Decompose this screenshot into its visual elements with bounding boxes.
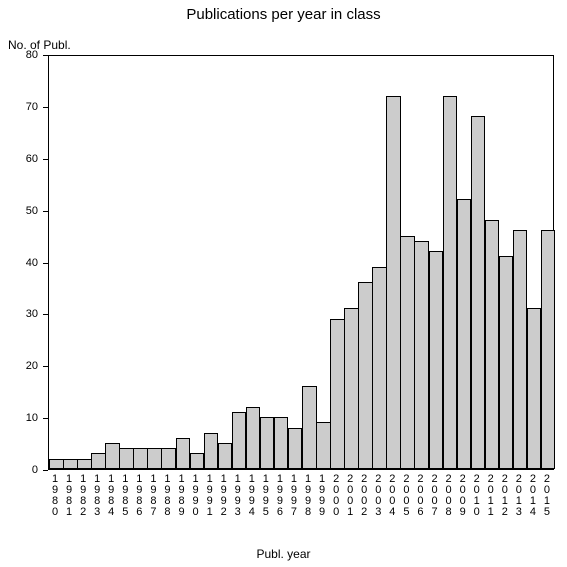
y-tick-mark xyxy=(43,366,48,367)
x-tick-label: 2003 xyxy=(371,474,385,518)
y-tick-mark xyxy=(43,159,48,160)
bar xyxy=(429,251,444,469)
x-tick-label: 1987 xyxy=(146,474,160,518)
x-tick-label: 1991 xyxy=(203,474,217,518)
x-tick-label: 1989 xyxy=(175,474,189,518)
x-tick-label: 1990 xyxy=(189,474,203,518)
y-tick-label: 50 xyxy=(0,205,38,217)
x-tick-label: 1994 xyxy=(245,474,259,518)
bar xyxy=(190,453,205,469)
bar xyxy=(260,417,275,469)
x-tick-label: 2012 xyxy=(498,474,512,518)
bar xyxy=(147,448,162,469)
y-tick-mark xyxy=(43,107,48,108)
bar xyxy=(105,443,120,469)
bar xyxy=(232,412,247,469)
x-tick-label: 2009 xyxy=(456,474,470,518)
bar xyxy=(77,459,92,469)
x-tick-label: 1983 xyxy=(90,474,104,518)
x-tick-label: 2001 xyxy=(343,474,357,518)
bar xyxy=(386,96,401,470)
x-tick-label: 1984 xyxy=(104,474,118,518)
x-tick-label: 1986 xyxy=(132,474,146,518)
bar xyxy=(119,448,134,469)
y-tick-label: 70 xyxy=(0,101,38,113)
x-tick-label: 1992 xyxy=(217,474,231,518)
x-tick-label: 2008 xyxy=(442,474,456,518)
x-tick-label: 2006 xyxy=(413,474,427,518)
bar xyxy=(471,116,486,469)
x-tick-label: 2010 xyxy=(470,474,484,518)
x-tick-label: 2007 xyxy=(428,474,442,518)
y-tick-mark xyxy=(43,55,48,56)
bar xyxy=(91,453,106,469)
y-tick-label: 60 xyxy=(0,153,38,165)
y-tick-label: 40 xyxy=(0,257,38,269)
x-tick-label: 1980 xyxy=(48,474,62,518)
x-tick-label: 1988 xyxy=(160,474,174,518)
y-tick-label: 80 xyxy=(0,49,38,61)
bar xyxy=(133,448,148,469)
bar xyxy=(443,96,458,470)
x-tick-label: 1981 xyxy=(62,474,76,518)
bar xyxy=(358,282,373,469)
x-tick-label: 2002 xyxy=(357,474,371,518)
bar xyxy=(176,438,191,469)
bar xyxy=(372,267,387,469)
x-tick-label: 1999 xyxy=(315,474,329,518)
y-tick-mark xyxy=(43,470,48,471)
x-tick-label: 2004 xyxy=(385,474,399,518)
y-tick-mark xyxy=(43,314,48,315)
bar xyxy=(400,236,415,469)
x-tick-label: 1995 xyxy=(259,474,273,518)
x-tick-label: 2015 xyxy=(540,474,554,518)
bar xyxy=(49,459,64,469)
bar xyxy=(541,230,556,469)
x-tick-label: 2014 xyxy=(526,474,540,518)
bar xyxy=(274,417,289,469)
bar xyxy=(330,319,345,469)
bar xyxy=(513,230,528,469)
x-tick-label: 2005 xyxy=(399,474,413,518)
bar xyxy=(316,422,331,469)
x-tick-label: 2013 xyxy=(512,474,526,518)
bar xyxy=(499,256,514,469)
plot-area xyxy=(48,55,554,470)
x-tick-label: 1997 xyxy=(287,474,301,518)
bar xyxy=(218,443,233,469)
x-tick-label: 2011 xyxy=(484,474,498,518)
y-tick-label: 30 xyxy=(0,308,38,320)
bar xyxy=(485,220,500,469)
bar xyxy=(414,241,429,469)
x-axis-label: Publ. year xyxy=(0,547,567,561)
bar xyxy=(527,308,542,469)
bar xyxy=(204,433,219,469)
bar xyxy=(457,199,472,469)
bar xyxy=(344,308,359,469)
chart-container: Publications per year in class No. of Pu… xyxy=(0,0,567,567)
x-tick-label: 1998 xyxy=(301,474,315,518)
x-tick-label: 1985 xyxy=(118,474,132,518)
bar xyxy=(63,459,78,469)
y-tick-mark xyxy=(43,263,48,264)
y-tick-mark xyxy=(43,211,48,212)
y-tick-label: 0 xyxy=(0,464,38,476)
bar xyxy=(302,386,317,469)
y-tick-mark xyxy=(43,418,48,419)
y-tick-label: 20 xyxy=(0,360,38,372)
x-tick-label: 1996 xyxy=(273,474,287,518)
x-tick-label: 1993 xyxy=(231,474,245,518)
y-tick-label: 10 xyxy=(0,412,38,424)
x-tick-label: 1982 xyxy=(76,474,90,518)
chart-title: Publications per year in class xyxy=(0,6,567,23)
bar xyxy=(288,428,303,470)
x-tick-label: 2000 xyxy=(329,474,343,518)
bar xyxy=(246,407,261,469)
bar xyxy=(161,448,176,469)
